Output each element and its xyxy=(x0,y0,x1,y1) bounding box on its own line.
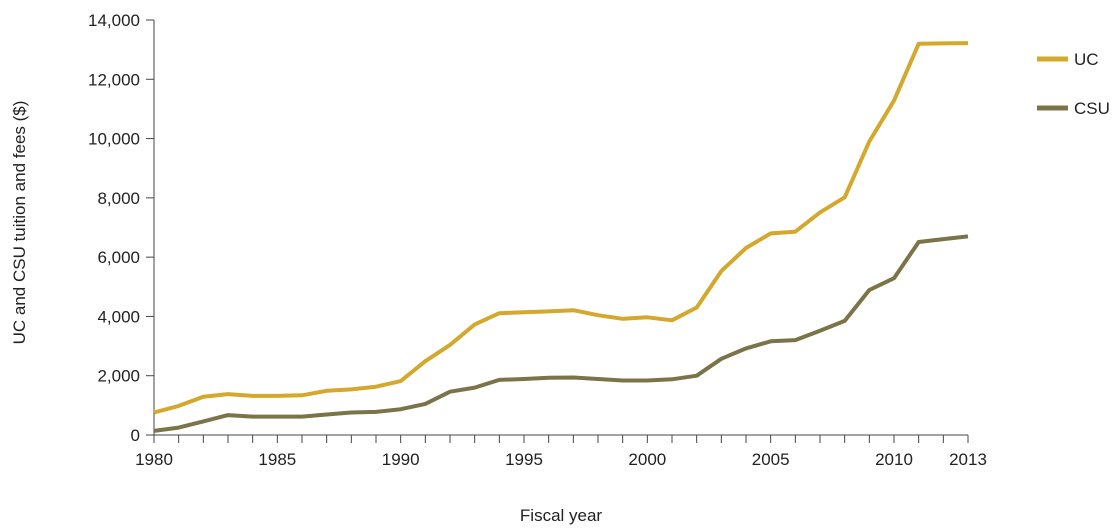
y-tick-label: 10,000 xyxy=(88,130,140,149)
legend-label-csu: CSU xyxy=(1074,99,1110,118)
x-tick-label: 1985 xyxy=(258,450,296,469)
legend: UC CSU xyxy=(1037,50,1110,118)
x-axis-title: Fiscal year xyxy=(520,506,603,525)
series-line-csu xyxy=(153,234,969,433)
plot-area: 0 2,000 4,000 6,000 8,000 10,000 12,000 14,000 1… xyxy=(88,11,987,469)
y-tick-label: 6,000 xyxy=(97,248,140,267)
y-tick-label: 0 xyxy=(131,426,140,445)
x-tick-label: 1995 xyxy=(505,450,543,469)
x-tick-label: 2000 xyxy=(628,450,666,469)
x-tick-label: 2005 xyxy=(752,450,790,469)
x-tick-label: 2010 xyxy=(875,450,913,469)
x-tick-label: 1990 xyxy=(382,450,420,469)
x-tick-label: 1980 xyxy=(135,450,173,469)
x-tick-label: 2013 xyxy=(949,450,987,469)
y-tick-label: 4,000 xyxy=(97,307,140,326)
y-tick-label: 12,000 xyxy=(88,70,140,89)
series-line-uc xyxy=(153,41,969,415)
legend-label-uc: UC xyxy=(1074,50,1099,69)
y-axis-title: UC and CSU tuition and fees ($) xyxy=(10,101,29,345)
y-tick-label: 2,000 xyxy=(97,367,140,386)
y-tick-label: 14,000 xyxy=(88,11,140,30)
y-tick-label: 8,000 xyxy=(97,189,140,208)
